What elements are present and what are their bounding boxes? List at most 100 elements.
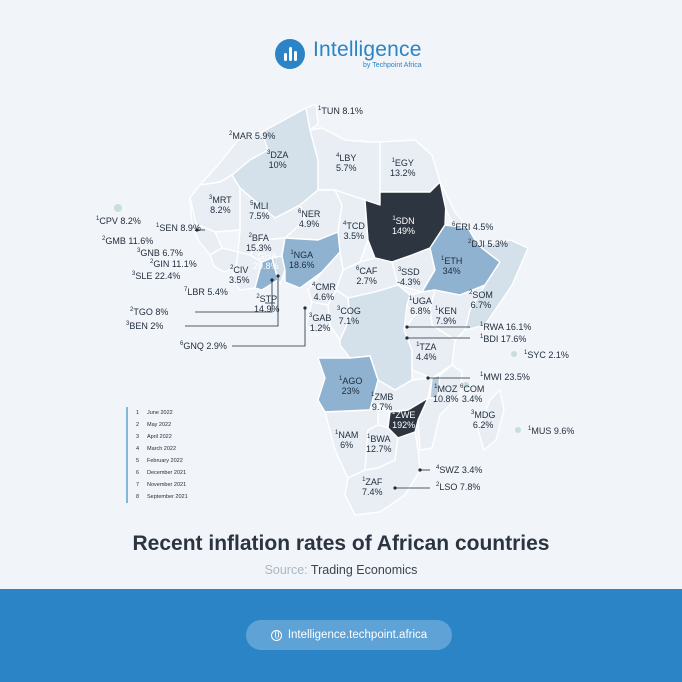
country-note-number: 1 (335, 430, 339, 436)
bar-chart-icon (275, 39, 305, 69)
country-code: RWA (483, 322, 504, 332)
country-label-com: 6COM 3.4% (460, 384, 484, 404)
africa-map (114, 103, 529, 516)
country-note-number: 3 (309, 313, 313, 319)
country-label-zwe: 1ZWE 192% (392, 410, 415, 430)
country-label-mrt: 3MRT 8.2% (209, 195, 232, 215)
region-som (464, 239, 529, 331)
inflation-value: 2.7% (356, 276, 377, 286)
legend-number: 6 (136, 470, 140, 476)
country-code: LBR (187, 287, 205, 297)
country-note-number: 1 (480, 334, 484, 340)
country-code: SLE (135, 271, 153, 281)
country-note-number: 1 (480, 322, 484, 328)
country-label-syc: 1SYC 2.1% (524, 350, 569, 360)
country-note-number: 1 (391, 158, 395, 164)
inflation-value: 6.2% (472, 420, 494, 430)
country-note-number: 2 (248, 233, 252, 239)
country-label-civ: 2CIV 3.5% (229, 265, 250, 285)
country-note-number: 4 (312, 282, 316, 288)
country-code: MWI (483, 372, 502, 382)
country-code: ZMB (374, 392, 394, 402)
inflation-value: 11.6% (128, 236, 154, 246)
country-note-number: 2 (150, 259, 154, 265)
country-code: BFA (251, 233, 269, 243)
inflation-value: 11.1% (171, 259, 197, 269)
country-label-gnq: 6GNQ 2.9% (180, 341, 227, 351)
inflation-value: 192% (392, 420, 416, 430)
country-label-bwa: 1BWA 12.7% (366, 434, 392, 454)
legend-date: May 2022 (147, 422, 172, 428)
country-note-number: 6 (460, 384, 464, 390)
country-code: BWA (370, 434, 391, 444)
country-label-zmb: 1ZMB 9.7% (371, 392, 393, 412)
country-code: UGA (412, 296, 432, 306)
country-note-number: 1 (480, 372, 484, 378)
country-code: GNQ (183, 341, 204, 351)
country-note-number: 3 (209, 195, 213, 201)
country-label-lby: 4LBY 5.7% (336, 153, 357, 173)
legend-number: 7 (136, 482, 140, 488)
country-code: GMB (105, 236, 126, 246)
country-note-number: 2 (229, 131, 233, 137)
country-label-swz: 4SWZ 3.4% (436, 465, 482, 475)
inflation-value: 23% (341, 386, 360, 396)
region-moz (417, 364, 463, 451)
country-code: LSO (439, 482, 458, 492)
country-code: CPV (99, 216, 118, 226)
country-note-number: 2 (130, 307, 134, 313)
country-note-number: 6 (180, 341, 184, 347)
inflation-value: 4.4% (416, 352, 437, 362)
inflation-value: 3.4% (461, 465, 483, 475)
website-link[interactable]: Intelligence.techpoint.africa (246, 620, 452, 650)
country-code: CIV (233, 265, 249, 275)
legend-item: 8 September 2021 (136, 491, 188, 503)
inflation-value: 1.2% (309, 323, 331, 333)
inflation-value: 2.1% (548, 350, 569, 360)
country-label-mar: 2MAR 5.9% (229, 131, 275, 141)
country-note-number: 1 (524, 350, 528, 356)
region-mdg (477, 389, 505, 451)
inflation-value: 8.9% (180, 223, 201, 233)
inflation-value: 6% (340, 440, 354, 450)
country-code: COG (340, 306, 361, 316)
legend-number: 3 (136, 434, 140, 440)
country-code: DJI (471, 239, 485, 249)
country-code: DZA (270, 150, 289, 160)
legend-item: 6 December 2021 (136, 467, 188, 479)
country-label-dza: 3DZA 10% (267, 150, 288, 170)
island-com (463, 382, 469, 388)
country-label-tgo: 2TGO 8% (130, 307, 168, 317)
country-code: SOM (472, 290, 493, 300)
legend: 1 June 2022 2 May 2022 3 April 2022 4 March 202… (126, 407, 188, 503)
country-code: GAB (312, 313, 332, 323)
inflation-value: 10.8% (433, 394, 459, 404)
country-note-number: 5 (250, 201, 254, 207)
legend-date: September 2021 (147, 494, 188, 500)
country-note-number: 2 (436, 482, 440, 488)
leader-ben (185, 276, 279, 327)
country-code: BEN (129, 321, 148, 331)
brand-name: Intelligence (313, 38, 422, 61)
leader-gnq (232, 308, 306, 347)
inflation-value: 17.6% (500, 334, 527, 344)
country-label-mwi: 1MWI 23.5% (480, 372, 530, 382)
country-note-number: 2 (102, 236, 106, 242)
country-label-ner: 6NER 4.9% (298, 209, 320, 229)
island-mus (515, 427, 521, 433)
inflation-value: 3.5% (229, 275, 250, 285)
inflation-value: 8.1% (342, 106, 363, 116)
country-code: ZAF (365, 477, 383, 487)
country-note-number: 4 (343, 221, 347, 227)
inflation-value: 2.9% (206, 341, 227, 351)
country-label-sle: 3SLE 22.4% (132, 271, 180, 281)
country-note-number: 4 (436, 465, 440, 471)
inflation-value: 14.9% (254, 304, 280, 314)
country-label-som: 2SOM 6.7% (469, 290, 493, 310)
inflation-value: 22.4% (154, 271, 181, 281)
country-note-number: 6 (356, 266, 360, 272)
inflation-value: 10% (268, 160, 287, 170)
country-code: SYC (527, 350, 546, 360)
country-code: SSD (401, 267, 420, 277)
country-note-number: 1 (416, 342, 420, 348)
